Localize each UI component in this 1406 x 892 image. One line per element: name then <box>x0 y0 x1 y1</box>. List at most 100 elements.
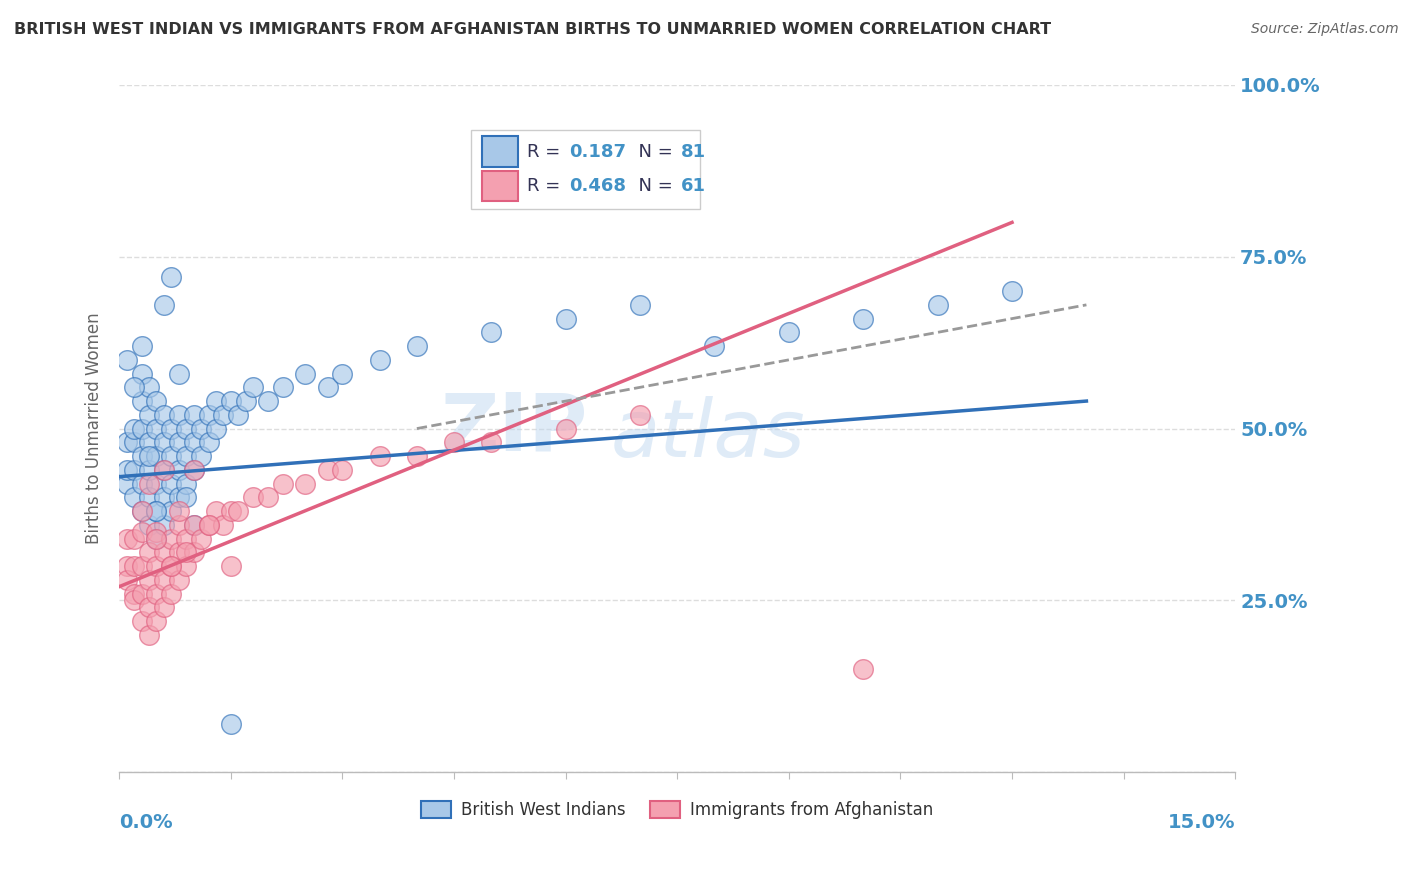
Point <box>122 532 145 546</box>
Point <box>160 421 183 435</box>
Point <box>212 517 235 532</box>
Point <box>242 380 264 394</box>
Point <box>852 311 875 326</box>
Point <box>183 435 205 450</box>
Point <box>115 476 138 491</box>
Point <box>167 545 190 559</box>
Point <box>927 298 949 312</box>
Point <box>332 367 354 381</box>
Point <box>167 517 190 532</box>
Point <box>160 504 183 518</box>
Point <box>131 559 153 574</box>
Point <box>405 449 427 463</box>
Text: R =: R = <box>527 177 571 195</box>
Point <box>145 524 167 539</box>
Point <box>294 476 316 491</box>
Point <box>145 476 167 491</box>
Point <box>138 476 160 491</box>
Point <box>145 532 167 546</box>
Text: 0.468: 0.468 <box>569 177 626 195</box>
Text: 0.187: 0.187 <box>569 143 626 161</box>
Text: 61: 61 <box>681 177 706 195</box>
Point <box>167 490 190 504</box>
Point <box>174 476 197 491</box>
Point <box>153 573 176 587</box>
Point <box>115 559 138 574</box>
Point <box>115 532 138 546</box>
Point <box>122 421 145 435</box>
Point <box>167 367 190 381</box>
Text: 81: 81 <box>681 143 706 161</box>
Text: R =: R = <box>527 143 571 161</box>
Point <box>183 408 205 422</box>
Point <box>174 449 197 463</box>
Point <box>122 380 145 394</box>
Point <box>219 559 242 574</box>
Text: 15.0%: 15.0% <box>1168 814 1236 832</box>
Point <box>153 600 176 615</box>
Point <box>778 326 800 340</box>
FancyBboxPatch shape <box>471 129 700 209</box>
Text: 0.0%: 0.0% <box>120 814 173 832</box>
Point <box>219 394 242 409</box>
Point <box>131 449 153 463</box>
Point <box>160 270 183 285</box>
Point <box>131 504 153 518</box>
Point <box>174 545 197 559</box>
Point <box>138 517 160 532</box>
Point <box>145 504 167 518</box>
Point <box>167 408 190 422</box>
Point <box>122 586 145 600</box>
Point <box>131 504 153 518</box>
Point <box>145 532 167 546</box>
Point <box>368 449 391 463</box>
Point <box>167 504 190 518</box>
Point <box>190 532 212 546</box>
Point <box>174 421 197 435</box>
Point <box>197 408 219 422</box>
Point <box>160 559 183 574</box>
Point <box>197 517 219 532</box>
Point <box>138 408 160 422</box>
Point <box>122 435 145 450</box>
Point <box>197 435 219 450</box>
Point <box>138 380 160 394</box>
Point <box>443 435 465 450</box>
Point <box>226 408 249 422</box>
Point <box>145 559 167 574</box>
Point <box>131 614 153 628</box>
Point <box>122 463 145 477</box>
Point <box>145 421 167 435</box>
Text: N =: N = <box>627 177 685 195</box>
Point <box>197 517 219 532</box>
Point <box>131 524 153 539</box>
Point <box>131 421 153 435</box>
Y-axis label: Births to Unmarried Women: Births to Unmarried Women <box>86 313 103 544</box>
Point <box>167 573 190 587</box>
Point <box>271 476 294 491</box>
Point <box>183 517 205 532</box>
Point <box>479 435 502 450</box>
Point <box>153 490 176 504</box>
Point <box>183 517 205 532</box>
Point <box>174 559 197 574</box>
Point <box>138 463 160 477</box>
Point <box>167 463 190 477</box>
Point <box>138 490 160 504</box>
FancyBboxPatch shape <box>482 136 517 167</box>
Point <box>160 449 183 463</box>
Point <box>183 463 205 477</box>
Point <box>160 532 183 546</box>
Point <box>138 600 160 615</box>
Point <box>145 586 167 600</box>
Point <box>271 380 294 394</box>
Point <box>332 463 354 477</box>
Point <box>145 614 167 628</box>
Point <box>316 463 339 477</box>
Point <box>257 490 280 504</box>
Point <box>153 463 176 477</box>
Point <box>160 586 183 600</box>
Point <box>115 352 138 367</box>
Point <box>153 463 176 477</box>
Point <box>405 339 427 353</box>
